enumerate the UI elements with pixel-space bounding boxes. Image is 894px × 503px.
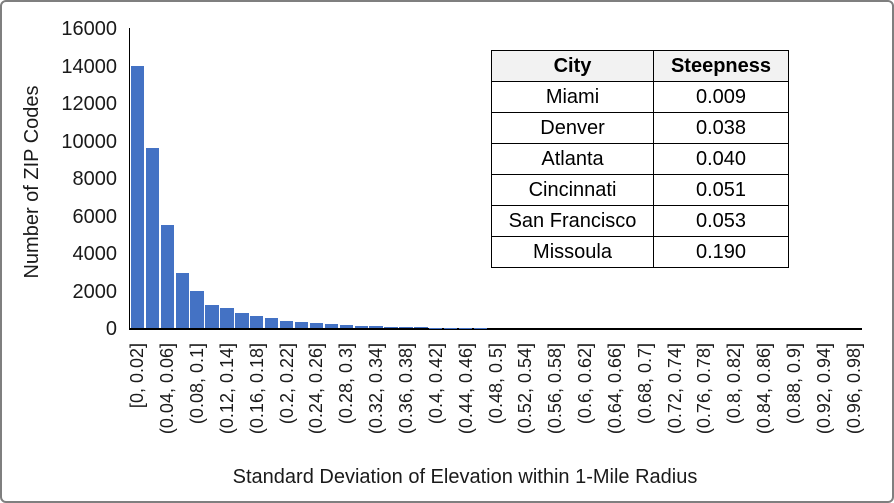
x-tick-label: (0.72, 0.74] (664, 343, 685, 435)
histogram-bar (265, 317, 279, 328)
x-tick-label: (0.52, 0.54] (515, 343, 536, 435)
histogram-bar (339, 325, 353, 328)
histogram-bar (294, 322, 309, 328)
x-tick-label: (0.16, 0.18] (246, 343, 267, 435)
histogram-bar (130, 65, 145, 328)
steepness-cell: 0.040 (653, 143, 789, 175)
histogram-bar (309, 322, 324, 328)
x-tick-label: (0.36, 0.38] (395, 343, 416, 435)
x-tick-label: [0, 0.02] (127, 343, 148, 409)
table-row: Missoula 0.190 (491, 236, 789, 268)
y-tick-label: 6000 (72, 205, 118, 228)
histogram-bar (250, 316, 264, 328)
y-tick-label: 0 (105, 318, 117, 340)
x-tick-label: (0.24, 0.26] (306, 343, 327, 435)
y-tick-label: 10000 (61, 130, 117, 153)
histogram-bar (384, 326, 398, 328)
table-row: Cincinnati 0.051 (491, 174, 789, 206)
x-tick-label: (0.92, 0.94] (813, 343, 834, 435)
x-tick-label: (0.68, 0.7] (634, 343, 655, 425)
x-tick-label: (0.48, 0.5] (485, 343, 506, 425)
table-row: Denver 0.038 (491, 112, 789, 144)
histogram-bar (369, 325, 383, 328)
histogram-bar (414, 327, 428, 328)
x-tick-label: (0.64, 0.66] (604, 343, 625, 435)
histogram-bar (235, 313, 249, 328)
city-cell: Cincinnati (491, 174, 654, 206)
y-axis-line (128, 28, 130, 330)
table-row: Miami 0.009 (491, 81, 789, 113)
steepness-cell: 0.190 (653, 236, 789, 268)
histogram-bar (175, 272, 189, 328)
x-tick-label: (0.88, 0.9] (783, 343, 804, 425)
city-cell: San Francisco (491, 205, 654, 237)
steepness-cell: 0.038 (653, 112, 789, 144)
x-tick-label: (0.12, 0.14] (216, 343, 237, 435)
histogram-bar (354, 325, 368, 328)
x-axis-title: Standard Deviation of Elevation within 1… (232, 466, 698, 488)
y-tick-label: 12000 (61, 93, 117, 115)
x-tick-label: (0.28, 0.3] (336, 343, 357, 425)
city-cell: Denver (491, 112, 654, 144)
x-tick-label: (0.76, 0.78] (694, 343, 715, 435)
city-cell: Missoula (491, 236, 654, 268)
table-row: San Francisco 0.053 (491, 205, 789, 237)
city-cell: Miami (491, 81, 654, 113)
histogram-bar (190, 291, 204, 328)
x-tick-label: (0.96, 0.98] (843, 343, 864, 435)
x-tick-label: (0.84, 0.86] (754, 343, 775, 435)
city-steepness-table: City Steepness Miami 0.009 Denver 0.038 Atla… (491, 50, 789, 268)
table-row: Atlanta 0.040 (491, 143, 789, 175)
x-tick-label: (0.04, 0.06] (157, 343, 178, 435)
histogram-bar (399, 326, 413, 328)
x-tick-label: (0.32, 0.34] (366, 343, 387, 435)
steepness-cell: 0.009 (653, 81, 789, 113)
y-tick-label: 2000 (72, 280, 118, 303)
y-tick-label: 16000 (61, 18, 117, 40)
x-tick-label: (0.6, 0.62] (575, 343, 595, 425)
histogram-bar (324, 324, 339, 328)
histogram-bar (205, 304, 219, 328)
x-tick-label: (0.08, 0.1] (187, 343, 208, 425)
x-tick-label: (0.44, 0.46] (455, 343, 476, 435)
histogram-bar (220, 308, 234, 328)
histogram-bar (145, 148, 160, 328)
plot-area (130, 28, 861, 328)
x-tick-label: (0.56, 0.58] (545, 343, 566, 435)
x-tick-label: (0.4, 0.42] (425, 343, 446, 425)
x-tick-label: (0.2, 0.22] (276, 343, 297, 425)
table-header-city: City (491, 50, 654, 82)
steepness-cell: 0.051 (653, 174, 789, 206)
y-tick-label: 8000 (72, 168, 118, 190)
histogram-bar (279, 320, 294, 328)
x-tick-label: (0.8, 0.82] (724, 343, 745, 425)
table-header-steepness: Steepness (653, 50, 789, 82)
histogram-bar (160, 224, 174, 328)
y-tick-label: 4000 (72, 243, 118, 265)
x-axis-line (128, 328, 862, 330)
y-tick-label: 14000 (61, 55, 117, 78)
table-header-row: City Steepness (491, 50, 789, 82)
city-cell: Atlanta (491, 143, 654, 175)
steepness-cell: 0.053 (653, 205, 789, 237)
